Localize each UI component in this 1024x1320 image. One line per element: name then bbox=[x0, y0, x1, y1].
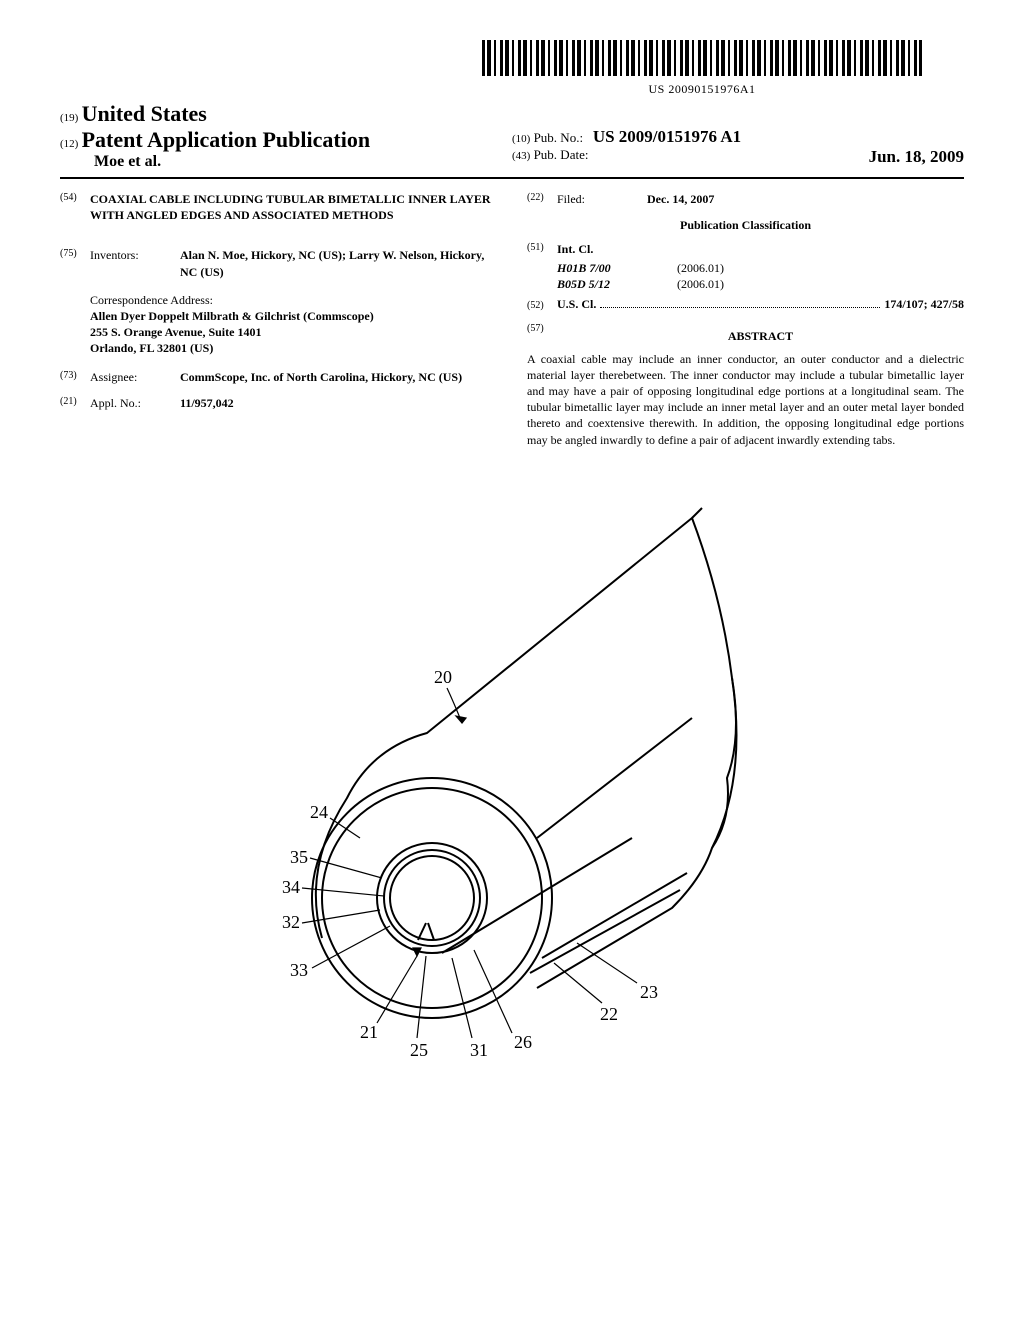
appl-label: Appl. No.: bbox=[90, 395, 180, 411]
uscl-val: 174/107; 427/58 bbox=[884, 296, 964, 312]
pub-type: Patent Application Publication bbox=[82, 127, 370, 152]
assignee-num: (73) bbox=[60, 369, 90, 385]
pub-date-num: (43) bbox=[512, 150, 530, 162]
barcode-graphic bbox=[482, 40, 922, 76]
abstract-label: ABSTRACT bbox=[557, 328, 964, 344]
ref-23: 23 bbox=[640, 982, 658, 1002]
ref-22: 22 bbox=[600, 1004, 618, 1024]
inventors-num: (75) bbox=[60, 247, 90, 279]
country-num: (19) bbox=[60, 112, 78, 124]
intcl1: H01B 7/00 bbox=[557, 260, 677, 276]
filed-label: Filed: bbox=[557, 191, 647, 207]
country: United States bbox=[82, 101, 207, 126]
corr3: Orlando, FL 32801 (US) bbox=[90, 340, 497, 356]
figure: 20 24 35 34 32 33 21 25 31 26 22 23 bbox=[60, 478, 964, 1098]
inventors-label: Inventors: bbox=[90, 247, 180, 279]
ref-21: 21 bbox=[360, 1022, 378, 1042]
abstract-num: (57) bbox=[527, 322, 557, 350]
biblio-columns: (54) COAXIAL CABLE INCLUDING TUBULAR BIM… bbox=[60, 191, 964, 448]
ref-26: 26 bbox=[514, 1032, 532, 1052]
ref-24: 24 bbox=[310, 802, 328, 822]
pub-no-num: (10) bbox=[512, 133, 530, 145]
header: (19) United States (12) Patent Applicati… bbox=[60, 101, 964, 179]
dots bbox=[600, 307, 880, 308]
abstract-text: A coaxial cable may include an inner con… bbox=[527, 351, 964, 448]
intcl1v: (2006.01) bbox=[677, 261, 724, 275]
patent-drawing: 20 24 35 34 32 33 21 25 31 26 22 23 bbox=[202, 478, 822, 1098]
corr2: 255 S. Orange Avenue, Suite 1401 bbox=[90, 324, 497, 340]
pub-date: Jun. 18, 2009 bbox=[869, 147, 964, 167]
ref-34: 34 bbox=[282, 877, 300, 897]
ref-35: 35 bbox=[290, 847, 308, 867]
pub-type-num: (12) bbox=[60, 138, 78, 150]
inventors: Alan N. Moe, Hickory, NC (US); Larry W. … bbox=[180, 247, 497, 279]
pubclass-heading: Publication Classification bbox=[527, 217, 964, 233]
title: COAXIAL CABLE INCLUDING TUBULAR BIMETALL… bbox=[90, 191, 497, 223]
pub-no-label: Pub. No.: bbox=[534, 130, 583, 145]
right-column: (22) Filed: Dec. 14, 2007 Publication Cl… bbox=[527, 191, 964, 448]
filed: Dec. 14, 2007 bbox=[647, 191, 964, 207]
intcl2: B05D 5/12 bbox=[557, 276, 677, 292]
ref-33: 33 bbox=[290, 960, 308, 980]
appl: 11/957,042 bbox=[180, 395, 497, 411]
pub-date-label: Pub. Date: bbox=[534, 147, 589, 162]
left-column: (54) COAXIAL CABLE INCLUDING TUBULAR BIM… bbox=[60, 191, 497, 448]
corr1: Allen Dyer Doppelt Milbrath & Gilchrist … bbox=[90, 308, 497, 324]
intcl2v: (2006.01) bbox=[677, 277, 724, 291]
authors: Moe et al. bbox=[94, 153, 512, 171]
pub-no: US 2009/0151976 A1 bbox=[593, 127, 741, 146]
appl-num: (21) bbox=[60, 395, 90, 411]
ref-20: 20 bbox=[434, 667, 452, 687]
intcl-label: Int. Cl. bbox=[557, 241, 593, 257]
ref-31: 31 bbox=[470, 1040, 488, 1060]
barcode-region: US 20090151976A1 bbox=[440, 40, 964, 97]
title-num: (54) bbox=[60, 191, 90, 237]
uscl-num: (52) bbox=[527, 299, 557, 313]
uscl-label: U.S. Cl. bbox=[557, 296, 596, 312]
barcode-text: US 20090151976A1 bbox=[440, 82, 964, 97]
assignee-label: Assignee: bbox=[90, 369, 180, 385]
assignee: CommScope, Inc. of North Carolina, Hicko… bbox=[180, 370, 462, 384]
ref-32: 32 bbox=[282, 912, 300, 932]
intcl-num: (51) bbox=[527, 241, 557, 257]
corr-label: Correspondence Address: bbox=[90, 292, 497, 308]
filed-num: (22) bbox=[527, 191, 557, 207]
ref-25: 25 bbox=[410, 1040, 428, 1060]
